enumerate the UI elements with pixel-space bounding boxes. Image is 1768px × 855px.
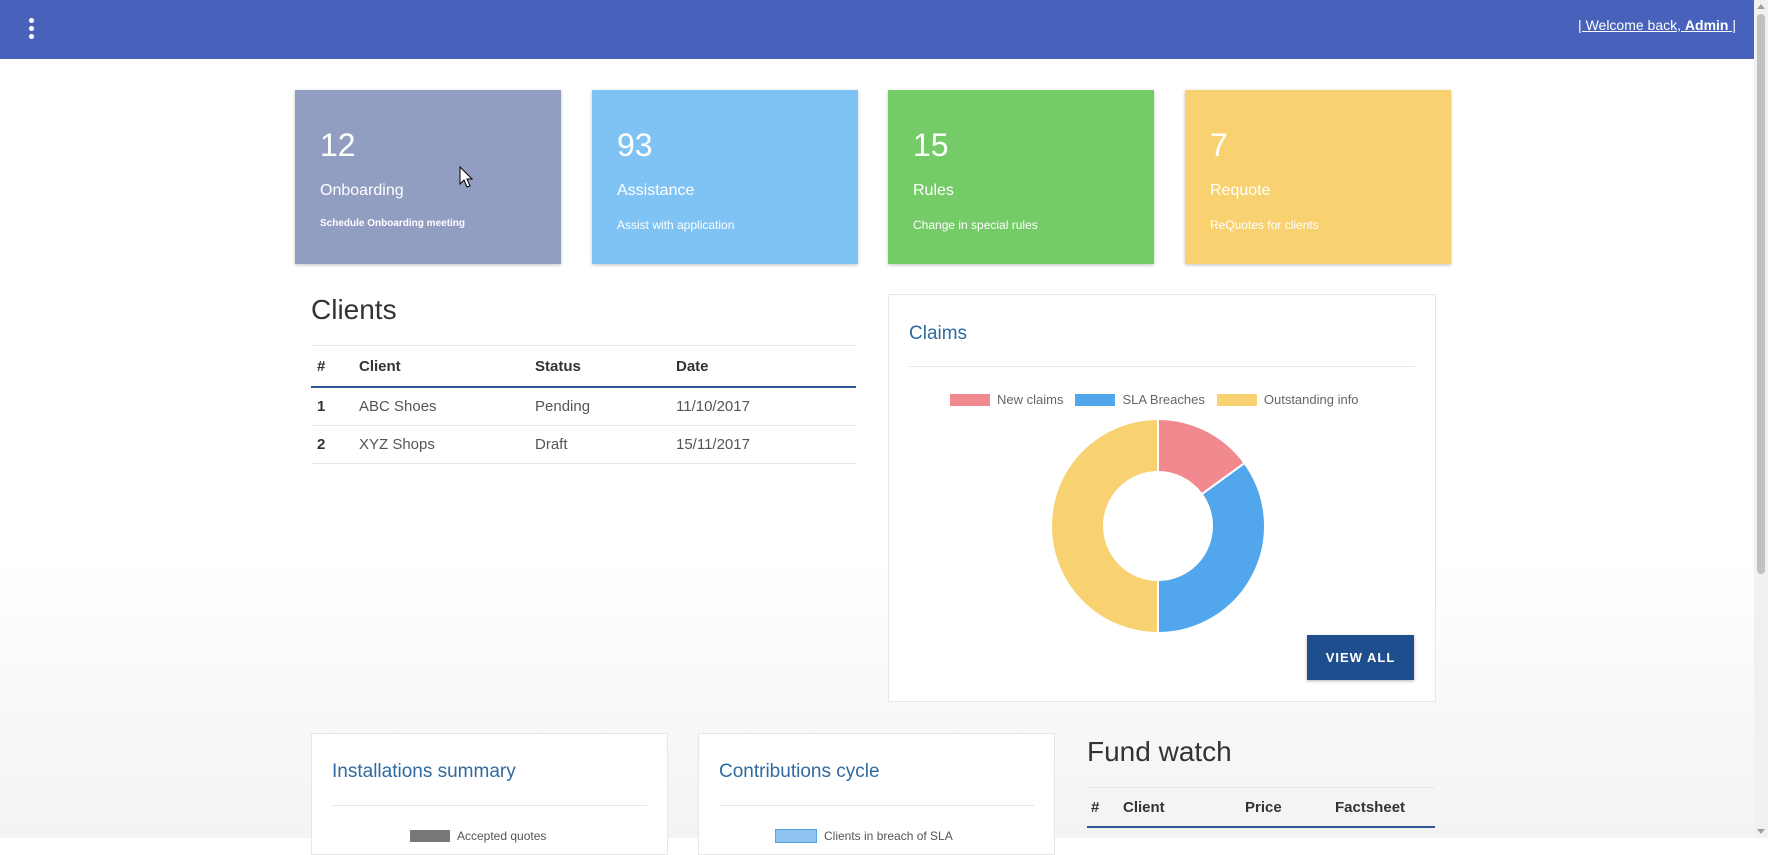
legend-swatch [410,830,450,842]
legend-item[interactable]: Outstanding info [1216,392,1359,407]
column-header: Client [353,345,529,388]
scroll-thumb[interactable] [1757,14,1765,574]
divider [332,805,647,806]
divider [719,805,1034,806]
scroll-up-arrow-icon[interactable] [1757,4,1765,9]
legend-label: Outstanding info [1263,392,1359,407]
scroll-down-arrow-icon[interactable] [1757,829,1765,834]
cell-client: ABC Shoes [353,387,529,426]
legend-swatch [950,393,990,406]
card-number: 93 [617,127,653,163]
kebab-menu-icon[interactable] [25,18,37,40]
legend-item[interactable]: SLA Breaches [1075,392,1205,407]
legend-label: Clients in breach of SLA [824,829,953,843]
top-bar: | Welcome back, Admin | [0,0,1754,59]
divider [909,366,1415,367]
donut-slice-sla-breaches[interactable] [1157,461,1266,635]
legend-label: SLA Breaches [1122,392,1205,407]
installations-panel: Installations summary Accepted quotes [311,733,668,855]
contributions-panel: Contributions cycle Clients in breach of… [698,733,1055,855]
welcome-user: Admin [1684,17,1729,33]
card-subtitle: Change in special rules [913,218,1038,232]
legend-label: Accepted quotes [457,829,547,843]
donut-slice-outstanding-info[interactable] [1050,417,1159,635]
claims-panel: Claims New claims SLA Breaches Outstandi… [888,294,1436,702]
mouse-cursor-icon [459,166,474,188]
claims-donut-chart [1050,417,1266,635]
legend-label: New claims [997,392,1064,407]
welcome-suffix: | [1728,17,1736,33]
fund-watch-title: Fund watch [1087,736,1232,767]
card-number: 15 [913,127,949,163]
cell-client: XYZ Shops [353,425,529,464]
claims-title: Claims [909,323,968,344]
contributions-title: Contributions cycle [719,761,880,782]
legend-swatch [1216,393,1257,406]
cell-status: Pending [529,387,670,426]
contributions-legend: Clients in breach of SLA [775,829,953,843]
card-title: Onboarding [320,182,404,199]
welcome-prefix: | Welcome back, [1578,17,1685,33]
legend-swatch [1075,393,1116,406]
clients-title: Clients [311,294,397,325]
column-header: # [1087,787,1119,828]
cell-index: 2 [311,425,353,464]
welcome-link[interactable]: | Welcome back, Admin | [1578,17,1736,33]
card-number: 12 [320,127,356,163]
card-assistance[interactable]: 93 Assistance Assist with application [592,90,858,264]
table-header-row: # Client Status Date [311,345,856,388]
legend-item[interactable]: New claims [950,392,1063,407]
card-subtitle: ReQuotes for clients [1210,218,1319,232]
cell-date: 15/11/2017 [670,425,856,464]
cell-date: 11/10/2017 [670,387,856,426]
table-row[interactable]: 1 ABC Shoes Pending 11/10/2017 [311,387,856,426]
column-header: Factsheet [1331,787,1435,828]
table-header-row: # Client Price Factsheet [1087,787,1435,828]
column-header: # [311,345,353,388]
column-header: Price [1241,787,1331,828]
card-onboarding[interactable]: 12 Onboarding Schedule Onboarding meetin… [295,90,561,264]
card-number: 7 [1210,127,1228,163]
page-scrollbar[interactable] [1754,0,1768,838]
fund-watch-table: # Client Price Factsheet [1087,787,1435,828]
card-title: Rules [913,182,954,199]
column-header: Client [1119,787,1241,828]
view-all-button[interactable]: VIEW ALL [1307,635,1414,680]
legend-swatch [775,829,817,843]
installations-legend: Accepted quotes [410,829,546,843]
installations-title: Installations summary [332,761,516,782]
clients-table: # Client Status Date 1 ABC Shoes Pending… [311,345,856,464]
card-title: Requote [1210,182,1271,199]
card-subtitle: Assist with application [617,218,735,232]
card-requote[interactable]: 7 Requote ReQuotes for clients [1185,90,1451,264]
column-header: Status [529,345,670,388]
table-row[interactable]: 2 XYZ Shops Draft 15/11/2017 [311,425,856,464]
column-header: Date [670,345,856,388]
chart-legend: New claims SLA Breaches Outstanding info [950,392,1371,407]
card-title: Assistance [617,182,695,199]
cell-index: 1 [311,387,353,426]
cell-status: Draft [529,425,670,464]
card-rules[interactable]: 15 Rules Change in special rules [888,90,1154,264]
card-subtitle: Schedule Onboarding meeting [320,218,466,229]
